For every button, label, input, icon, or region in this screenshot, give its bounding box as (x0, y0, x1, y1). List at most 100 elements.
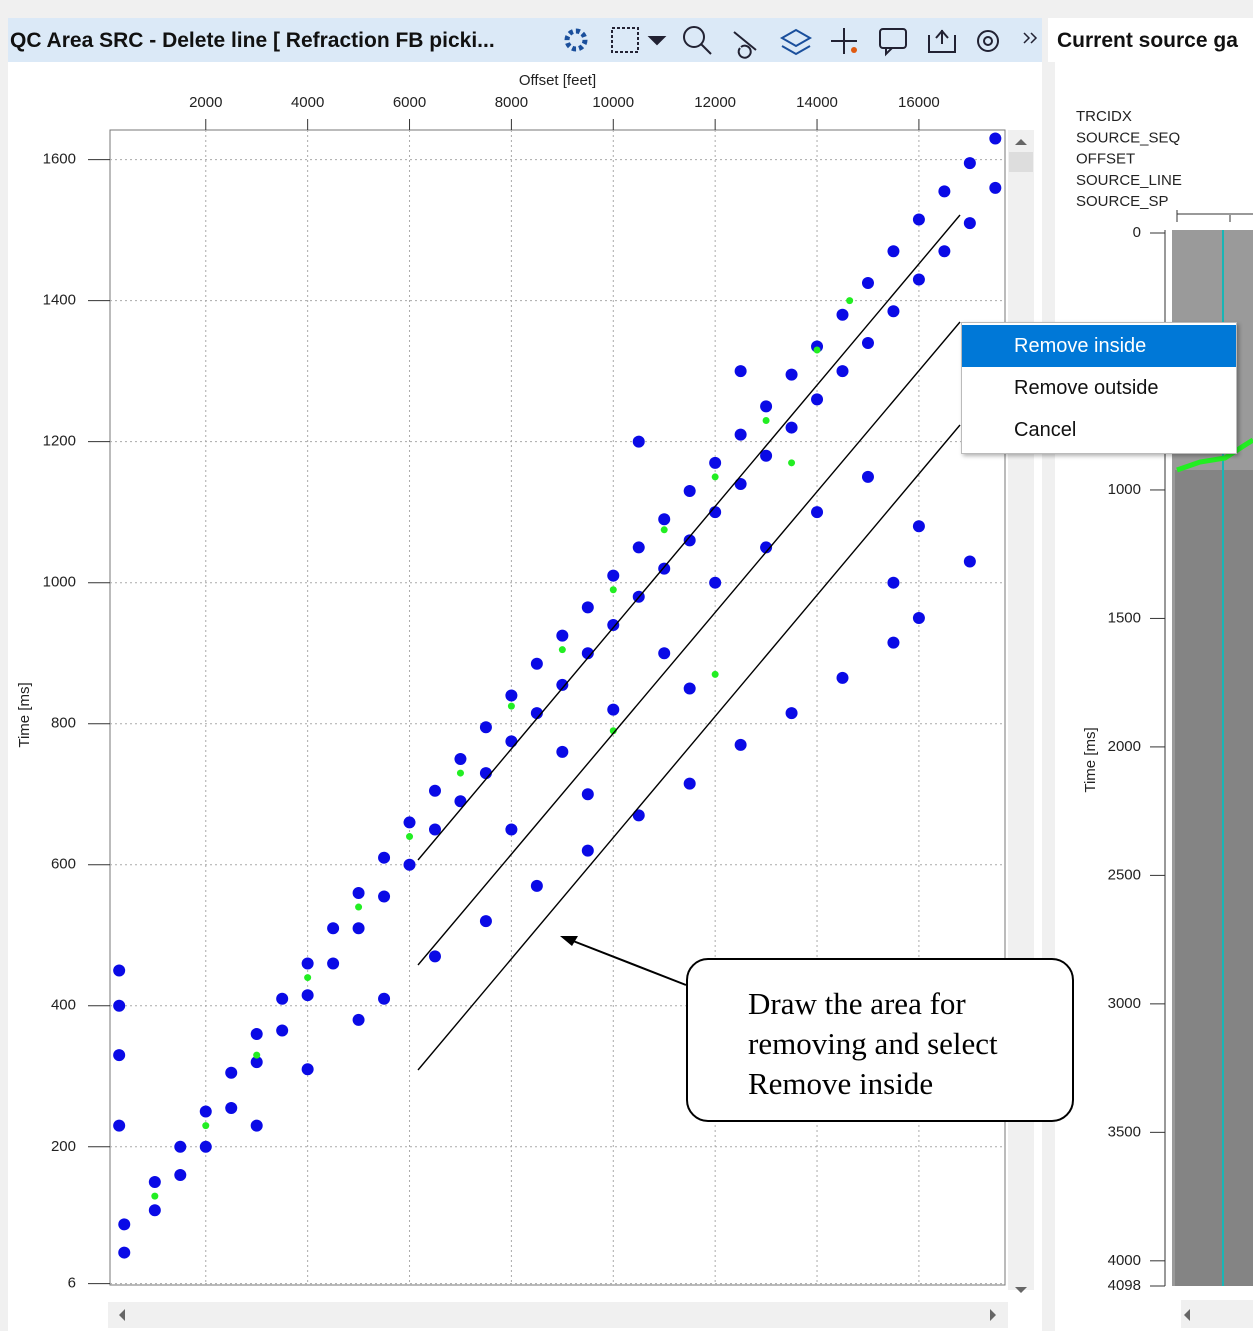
gather-noise (1175, 470, 1253, 1286)
point (607, 703, 620, 716)
x-axis-label: Offset [feet] (519, 72, 596, 89)
h-scrollbar[interactable] (108, 1302, 1008, 1328)
y-tick-label: 400 (51, 997, 76, 1014)
point (304, 974, 312, 982)
y-axis-label: Time [ms] (1082, 727, 1099, 792)
point (683, 534, 696, 547)
point (428, 823, 441, 836)
point (355, 903, 363, 911)
point (581, 647, 594, 660)
point (174, 1169, 187, 1181)
point (556, 745, 569, 758)
export-icon[interactable] (928, 29, 956, 53)
callout-line: removing and select (748, 1026, 998, 1061)
y-tick-label: 800 (51, 715, 76, 732)
point (352, 922, 365, 935)
point (760, 400, 773, 413)
menu-item[interactable]: Cancel (1014, 419, 1077, 441)
point (428, 784, 441, 797)
point (683, 485, 696, 498)
point (711, 473, 719, 481)
point (505, 735, 518, 748)
point (250, 1056, 263, 1069)
point (760, 541, 773, 554)
v-scroll-thumb[interactable] (1009, 152, 1033, 172)
comment-icon[interactable] (879, 28, 907, 49)
point (632, 541, 645, 554)
header-label: SOURCE_SEQ (1076, 129, 1180, 146)
point (113, 964, 126, 977)
pick-icon[interactable] (733, 31, 757, 59)
point (861, 336, 874, 349)
point (479, 915, 492, 928)
point (607, 619, 620, 631)
y-tick-label: 1400 (43, 292, 76, 309)
callout: Draw the area for removing and select Remo… (686, 958, 1074, 1122)
point (301, 1063, 314, 1076)
point (253, 1051, 261, 1059)
point (406, 833, 414, 841)
y-tick-label: 200 (51, 1138, 76, 1155)
point (428, 950, 441, 963)
header-label: OFFSET (1076, 151, 1135, 168)
crosshair-icon[interactable] (831, 28, 857, 54)
point (861, 470, 874, 483)
point (403, 816, 416, 829)
title-bar (8, 18, 1042, 62)
point (912, 520, 925, 533)
point (250, 1119, 263, 1132)
x-tick-label: 10000 (592, 94, 634, 111)
y-tick-label: 1000 (1108, 481, 1141, 498)
y-tick-label: 1000 (43, 574, 76, 591)
point (113, 1119, 126, 1132)
x-tick-label: 2000 (189, 94, 222, 111)
side-title-bar (1048, 18, 1253, 62)
point (683, 777, 696, 790)
select-icon[interactable] (611, 27, 639, 53)
y-tick-label: 3500 (1108, 1123, 1141, 1140)
settings-icon[interactable] (564, 28, 588, 52)
menu-item[interactable]: Remove outside (1014, 377, 1159, 399)
point (505, 689, 518, 702)
point (530, 657, 543, 670)
x-tick-label: 4000 (291, 94, 324, 111)
zoom-icon[interactable] (683, 26, 705, 48)
point (250, 1027, 263, 1040)
point (609, 586, 617, 594)
y-tick-label: 2000 (1108, 738, 1141, 755)
point (454, 752, 467, 765)
point (174, 1140, 187, 1153)
point (887, 576, 900, 589)
point (963, 217, 976, 230)
x-tick-label: 16000 (898, 94, 940, 111)
more-icon[interactable] (1023, 32, 1038, 44)
layers-icon[interactable] (779, 28, 813, 56)
x-tick-label: 12000 (694, 94, 736, 111)
dropdown-icon[interactable] (647, 36, 667, 46)
point (912, 273, 925, 286)
point (225, 1102, 238, 1115)
point (479, 721, 492, 734)
point (632, 809, 645, 822)
point (836, 671, 849, 684)
point (202, 1122, 210, 1130)
record-icon[interactable] (977, 30, 999, 52)
point (118, 1218, 131, 1231)
context-menu: Remove inside Remove outside Cancel (961, 322, 1237, 454)
point (607, 569, 620, 582)
menu-item[interactable]: Remove inside (962, 325, 1236, 367)
point (785, 707, 798, 720)
point (785, 421, 798, 434)
point (530, 879, 543, 892)
points (113, 132, 1002, 1259)
point (118, 1246, 131, 1259)
right-scroll-arrow[interactable] (1184, 1309, 1190, 1321)
window-title: QC Area SRC - Delete line [ Refraction F… (10, 29, 495, 52)
point (734, 428, 747, 441)
point (225, 1066, 238, 1079)
point (327, 922, 340, 935)
point (709, 576, 722, 589)
right-h-scrollbar[interactable] (1181, 1300, 1253, 1328)
point (760, 449, 773, 462)
